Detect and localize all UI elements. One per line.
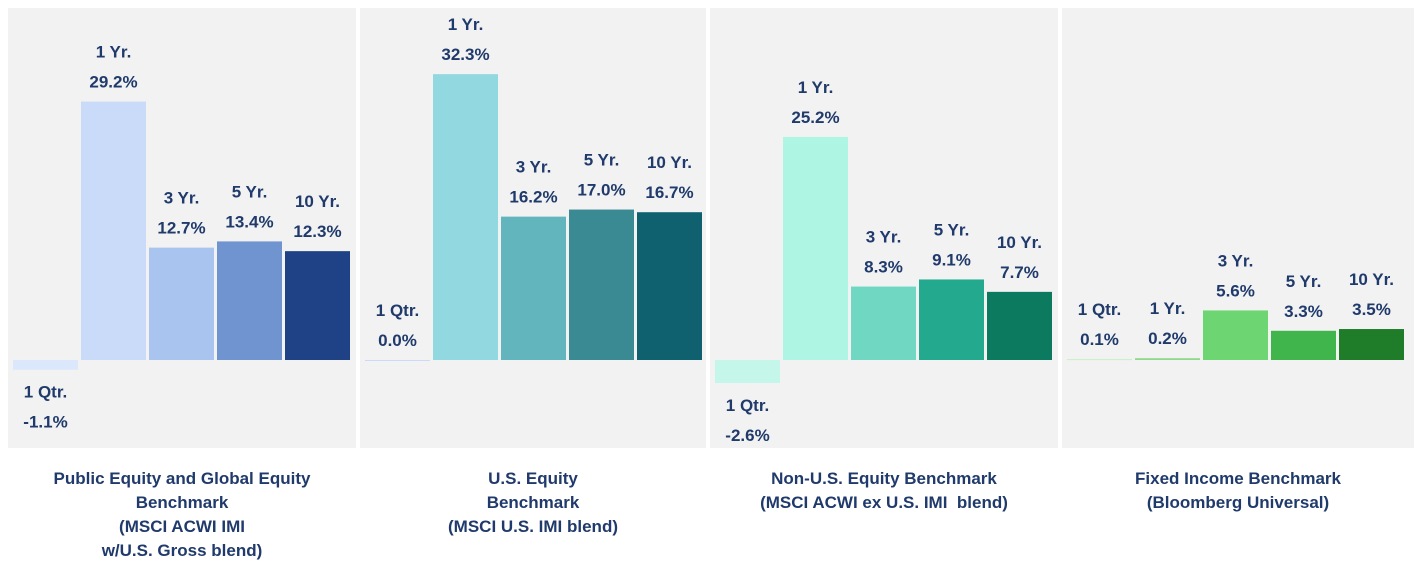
- panel-title: (MSCI ACWI IMI: [119, 517, 245, 536]
- panel-title: (Bloomberg Universal): [1147, 493, 1329, 512]
- bar: [13, 360, 78, 370]
- bar: [217, 241, 282, 360]
- bar: [1271, 330, 1336, 360]
- value-label: 12.3%: [293, 222, 341, 241]
- value-label: 16.7%: [645, 183, 693, 202]
- bar: [1135, 358, 1200, 360]
- bar: [851, 286, 916, 360]
- value-label: 7.7%: [1000, 263, 1039, 282]
- category-label: 10 Yr.: [997, 233, 1042, 252]
- value-label: 0.1%: [1080, 330, 1119, 349]
- panel-title: (MSCI ACWI ex U.S. IMI blend): [760, 493, 1008, 512]
- panel-background: [8, 8, 356, 448]
- value-label: 5.6%: [1216, 281, 1255, 300]
- category-label: 1 Yr.: [96, 43, 132, 62]
- value-label: 12.7%: [157, 219, 205, 238]
- bar: [501, 216, 566, 360]
- bar: [569, 209, 634, 360]
- value-label: -2.6%: [725, 426, 769, 445]
- value-label: 25.2%: [791, 108, 839, 127]
- category-label: 3 Yr.: [516, 158, 552, 177]
- category-label: 10 Yr.: [647, 153, 692, 172]
- category-label: 1 Yr.: [798, 78, 834, 97]
- bar: [783, 136, 848, 360]
- category-label: 3 Yr.: [1218, 251, 1254, 270]
- bar: [919, 279, 984, 360]
- category-label: 1 Qtr.: [1078, 300, 1121, 319]
- panel-title: Public Equity and Global Equity: [54, 469, 311, 488]
- value-label: -1.1%: [23, 413, 67, 432]
- panel-title: Benchmark: [136, 493, 229, 512]
- value-label: 3.5%: [1352, 300, 1391, 319]
- value-label: 17.0%: [577, 181, 625, 200]
- bar: [1339, 329, 1404, 360]
- category-label: 1 Yr.: [448, 15, 484, 34]
- value-label: 29.2%: [89, 73, 137, 92]
- panel-title: w/U.S. Gross blend): [101, 541, 263, 560]
- bar: [1067, 359, 1132, 361]
- value-label: 16.2%: [509, 188, 557, 207]
- bar: [149, 247, 214, 360]
- category-label: 5 Yr.: [584, 151, 620, 170]
- category-label: 1 Qtr.: [376, 301, 419, 320]
- panel-title: Fixed Income Benchmark: [1135, 469, 1342, 488]
- value-label: 9.1%: [932, 250, 971, 269]
- category-label: 3 Yr.: [164, 189, 200, 208]
- category-label: 1 Qtr.: [726, 396, 769, 415]
- bar: [433, 74, 498, 361]
- value-label: 32.3%: [441, 45, 489, 64]
- panel-title: U.S. Equity: [488, 469, 578, 488]
- bar: [365, 360, 430, 361]
- category-label: 1 Qtr.: [24, 383, 67, 402]
- value-label: 3.3%: [1284, 302, 1323, 321]
- category-label: 5 Yr.: [232, 182, 268, 201]
- panel-title: Benchmark: [487, 493, 580, 512]
- category-label: 10 Yr.: [295, 192, 340, 211]
- category-label: 5 Yr.: [1286, 272, 1322, 291]
- bar: [987, 291, 1052, 360]
- category-label: 5 Yr.: [934, 220, 970, 239]
- value-label: 0.0%: [378, 331, 417, 350]
- bar: [715, 360, 780, 384]
- panel-title: Non-U.S. Equity Benchmark: [771, 469, 997, 488]
- bar: [285, 251, 350, 360]
- panel-background: [1062, 8, 1414, 448]
- bar: [637, 212, 702, 360]
- value-label: 13.4%: [225, 212, 273, 231]
- category-label: 3 Yr.: [866, 228, 902, 247]
- bar: [1203, 310, 1268, 360]
- category-label: 1 Yr.: [1150, 299, 1186, 318]
- value-label: 0.2%: [1148, 329, 1187, 348]
- category-label: 10 Yr.: [1349, 270, 1394, 289]
- bar: [81, 101, 146, 360]
- panel-title: (MSCI U.S. IMI blend): [448, 517, 618, 536]
- value-label: 8.3%: [864, 258, 903, 277]
